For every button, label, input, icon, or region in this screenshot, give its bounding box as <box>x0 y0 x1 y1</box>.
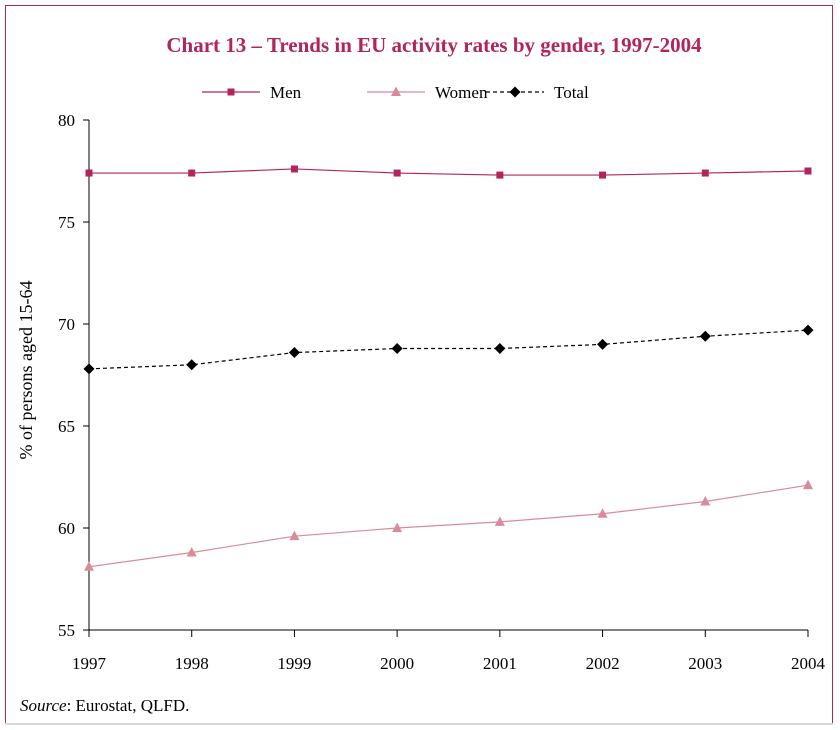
men-point <box>599 171 607 179</box>
men-point <box>85 169 93 177</box>
y-tick-label: 55 <box>58 621 75 640</box>
x-tick-label: 2001 <box>483 654 517 673</box>
legend-marker-total <box>509 86 521 98</box>
y-tick-label: 70 <box>58 315 75 334</box>
women-point <box>186 546 197 557</box>
source-note: Source: Eurostat, QLFD. <box>20 696 189 716</box>
y-tick-label: 75 <box>58 213 75 232</box>
x-tick-label: 1998 <box>175 654 209 673</box>
legend-label-men: Men <box>270 83 302 102</box>
total-point <box>391 342 403 354</box>
chart-title: Chart 13 – Trends in EU activity rates b… <box>166 33 702 57</box>
frame-shadow <box>5 723 833 725</box>
y-tick-label: 80 <box>58 111 75 130</box>
y-axis-label: % of persons aged 15-64 <box>16 281 36 460</box>
women-point <box>84 561 94 571</box>
men-point <box>496 171 504 179</box>
women-point <box>597 508 608 518</box>
x-tick-label: 2002 <box>586 654 620 673</box>
legend-label-total: Total <box>554 83 589 102</box>
men-point <box>188 169 196 177</box>
total-point <box>802 324 814 336</box>
series-men <box>85 165 812 179</box>
women-point <box>289 530 300 541</box>
total-line <box>88 329 809 370</box>
x-tick-label: 2003 <box>688 654 722 673</box>
total-point <box>494 342 506 354</box>
legend-label-women: Women <box>435 83 488 102</box>
total-point <box>597 338 609 350</box>
y-tick-label: 60 <box>58 519 75 538</box>
series-women <box>84 479 813 571</box>
women-point <box>803 479 813 490</box>
women-point <box>392 522 403 532</box>
total-point <box>288 347 300 359</box>
women-point <box>494 516 505 526</box>
y-tick-label: 65 <box>58 417 75 436</box>
series-group <box>83 165 814 571</box>
x-tick-label: 1997 <box>72 654 107 673</box>
x-tick-label: 2004 <box>791 654 826 673</box>
x-tick-label: 1999 <box>277 654 311 673</box>
source-label: Source <box>20 696 67 715</box>
legend-marker-women <box>391 86 401 96</box>
men-point <box>701 169 709 177</box>
legend: Men Women Total <box>202 83 589 102</box>
axes: 55 60 65 70 75 80 1997 1998 1999 2000 2001 2002 2003… <box>58 111 826 673</box>
series-total <box>83 324 814 375</box>
total-point <box>186 359 198 371</box>
total-point <box>699 330 711 342</box>
x-tick-label: 2000 <box>380 654 414 673</box>
total-point <box>83 363 95 375</box>
legend-marker-men <box>227 88 235 96</box>
men-line <box>89 168 809 176</box>
women-point <box>700 495 711 506</box>
men-point <box>804 167 812 175</box>
source-text: : Eurostat, QLFD. <box>66 696 190 715</box>
men-point <box>290 165 298 173</box>
men-point <box>393 169 401 177</box>
women-line <box>88 484 809 568</box>
